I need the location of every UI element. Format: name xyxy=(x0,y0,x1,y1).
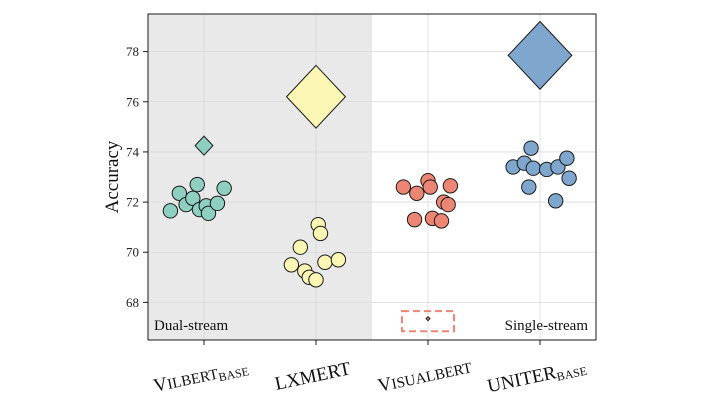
y-tick-label: 78 xyxy=(126,44,139,59)
data-point xyxy=(559,150,575,166)
data-point xyxy=(317,254,333,270)
series-1 xyxy=(283,64,347,288)
category-label: VISUALBERT xyxy=(376,356,474,396)
series-0 xyxy=(162,135,232,222)
mean-diamond xyxy=(425,315,431,322)
category-label: UNITERBASE xyxy=(486,356,589,398)
data-point xyxy=(442,178,459,194)
data-point xyxy=(162,203,179,219)
data-point xyxy=(521,179,537,195)
region-label-0: Dual-stream xyxy=(154,318,228,334)
data-point xyxy=(422,179,438,195)
series-3 xyxy=(505,20,577,209)
data-point xyxy=(312,225,329,242)
data-point xyxy=(406,211,423,228)
mean-diamond xyxy=(285,64,347,129)
data-point xyxy=(523,140,539,156)
y-axis-title: Accuracy xyxy=(102,140,123,213)
data-point xyxy=(189,176,205,193)
y-tick-label: 68 xyxy=(126,295,139,310)
data-point xyxy=(433,213,450,229)
data-point xyxy=(561,170,577,186)
data-point xyxy=(440,196,456,213)
region-label-1: Single-stream xyxy=(505,318,589,334)
data-point xyxy=(209,195,226,212)
axes xyxy=(143,13,597,345)
data-point xyxy=(330,252,347,268)
y-tick-label: 72 xyxy=(126,195,139,210)
data-point xyxy=(409,185,425,202)
category-label: LXMERT xyxy=(273,358,353,395)
y-tick-label: 70 xyxy=(126,245,139,260)
data-point xyxy=(283,257,300,273)
data-point xyxy=(525,160,541,176)
y-tick-label: 76 xyxy=(126,94,140,109)
highlight-box xyxy=(401,310,455,333)
data-point xyxy=(308,272,324,288)
category-label: VILBERTBASE xyxy=(152,356,250,397)
data-point xyxy=(200,205,217,222)
data-point xyxy=(547,193,564,209)
region-shade-0 xyxy=(148,14,372,340)
y-tick-label: 74 xyxy=(126,144,140,159)
data-point xyxy=(171,185,188,202)
data-marks xyxy=(162,20,577,333)
mean-diamond xyxy=(507,20,573,90)
series-2 xyxy=(395,173,459,333)
data-point xyxy=(185,190,201,207)
mean-diamond xyxy=(194,135,214,156)
data-point xyxy=(216,180,232,196)
plot-frame xyxy=(147,13,597,341)
background-layer xyxy=(148,14,372,340)
data-point xyxy=(395,179,412,195)
data-point xyxy=(292,239,309,255)
